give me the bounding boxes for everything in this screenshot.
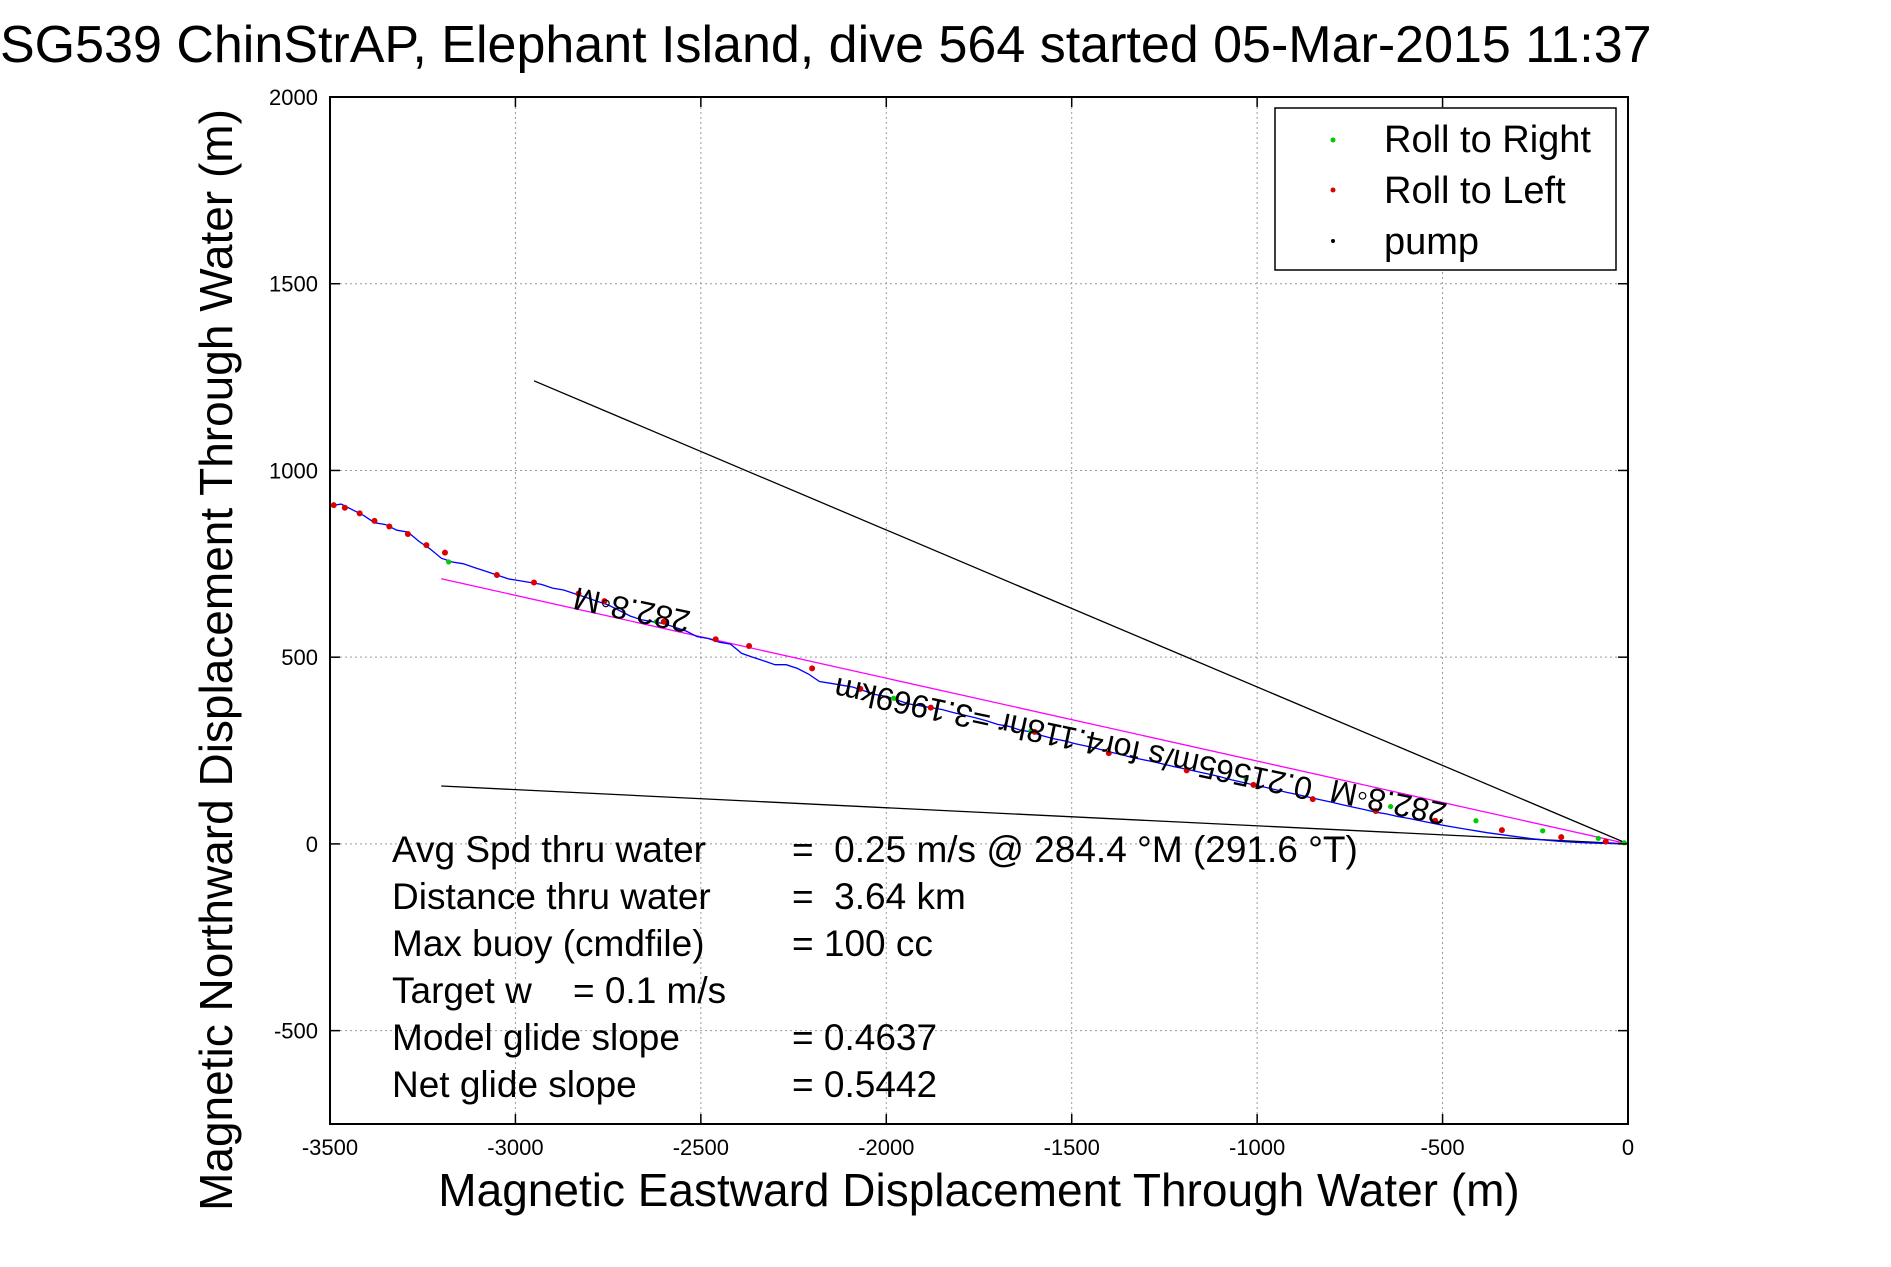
x-tick-label: 0: [1622, 1135, 1634, 1160]
roll-left-point: [809, 665, 816, 672]
roll-left-point: [1031, 728, 1038, 735]
roll-left-point: [1498, 827, 1505, 834]
roll-right-point: [653, 619, 659, 625]
course-annotation: 0.21565m/s for4.118hr =3.1969km: [831, 671, 1316, 808]
roll-left-point: [493, 572, 500, 579]
track-layer: [329, 503, 1628, 845]
x-tick-label: -2500: [673, 1135, 729, 1160]
x-axis-label: Magnetic Eastward Displacement Through W…: [438, 1164, 1519, 1216]
roll-left-point: [660, 618, 667, 625]
stat-row: Model glide slope = 0.4637: [392, 1017, 937, 1058]
stat-value: = 100 cc: [792, 923, 933, 964]
y-tick-label: 2000: [269, 85, 318, 110]
roll-left-point: [423, 542, 430, 549]
y-tick-label: 0: [306, 832, 318, 857]
stat-value: = 0.4637: [792, 1017, 937, 1058]
roll-left-point: [356, 510, 363, 517]
roll-left-point: [1372, 808, 1379, 815]
roll-left-point: [330, 502, 337, 509]
stat-row: Distance thru water = 3.64 km: [392, 876, 966, 917]
roll-left-point: [1105, 750, 1112, 757]
x-tick-label: -2000: [858, 1135, 914, 1160]
stat-value: = 0.5442: [792, 1064, 937, 1105]
stat-label: Avg Spd thru water: [392, 829, 706, 870]
stat-row: Avg Spd thru water = 0.25 m/s @ 284.4 °M…: [392, 829, 1358, 870]
roll-left-point: [404, 530, 411, 537]
glider-track-line: [329, 503, 1628, 845]
legend-item-roll-right: Roll to Right: [1330, 119, 1591, 161]
stat-label: Model glide slope: [392, 1017, 680, 1058]
roll-right-point: [1595, 835, 1601, 841]
legend-marker-green: [1330, 137, 1336, 143]
legend-marker-black: [1331, 239, 1335, 243]
stat-row: Net glide slope = 0.5442: [392, 1064, 937, 1105]
legend-label: Roll to Left: [1384, 170, 1566, 212]
x-tick-label: -3500: [302, 1135, 358, 1160]
roll-left-point: [601, 598, 608, 605]
cone-upper-line: [533, 380, 1629, 845]
stat-row: Target w = 0.1 m/s: [392, 970, 726, 1011]
legend-item-roll-left: Roll to Left: [1330, 170, 1566, 212]
legend-label: pump: [1384, 221, 1479, 263]
roll-right-point: [1243, 775, 1249, 782]
roll-right-point: [891, 695, 897, 701]
roll-left-point: [530, 579, 537, 586]
x-tick-label: -1500: [1044, 1135, 1100, 1160]
stat-label: Net glide slope: [392, 1064, 637, 1105]
x-tick-label: -500: [1421, 1135, 1465, 1160]
roll-right-point: [446, 559, 452, 565]
stat-label: Target w = 0.1 m/s: [392, 970, 726, 1011]
roll-left-point: [441, 549, 448, 556]
course-annotation: 282.8◦M: [570, 580, 693, 640]
axis-ticks: -3500 -3000 -2500 -2000 -1500 -1000 -500 0 -500 0…: [269, 85, 1634, 1160]
roll-left-point: [1309, 796, 1316, 803]
legend-marker-red: [1330, 187, 1336, 193]
roll-left-point: [386, 523, 393, 530]
roll-left-point: [927, 704, 934, 711]
y-tick-label: 1500: [269, 272, 318, 297]
roll-left-point: [1183, 767, 1190, 774]
cone-lower-line: [441, 785, 1629, 845]
x-tick-label: -3000: [487, 1135, 543, 1160]
roll-right-point: [1540, 828, 1546, 834]
reference-lines: [441, 380, 1629, 845]
roll-left-point: [712, 636, 719, 643]
legend-label: Roll to Right: [1384, 119, 1591, 161]
stat-label: Max buoy (cmdfile): [392, 923, 705, 964]
stat-value: = 0.25 m/s @ 284.4 °M (291.6 °T): [792, 829, 1358, 870]
y-tick-label: 1000: [269, 458, 318, 483]
stat-row: Max buoy (cmdfile) = 100 cc: [392, 923, 933, 964]
roll-left-point: [1250, 781, 1257, 788]
roll-left-point: [575, 590, 582, 597]
stat-label: Distance thru water: [392, 876, 711, 917]
course-annotation: 282.8◦M: [1327, 773, 1450, 833]
stat-value: = 3.64 km: [792, 876, 966, 917]
roll-markers: [330, 502, 1627, 846]
roll-left-point: [371, 517, 378, 524]
y-tick-label: -500: [274, 1019, 318, 1044]
roll-right-point: [1473, 818, 1479, 824]
roll-left-point: [746, 642, 753, 649]
roll-left-point: [1558, 834, 1565, 841]
stats-block: Avg Spd thru water = 0.25 m/s @ 284.4 °M…: [392, 829, 1358, 1105]
chart-title: SG539 ChinStrAP, Elephant Island, dive 5…: [0, 16, 1652, 74]
y-axis-label: Magnetic Northward Displacement Through …: [190, 109, 242, 1211]
legend: Roll to Right Roll to Left pump: [1274, 107, 1617, 271]
roll-left-point: [341, 504, 348, 511]
plot-frame: [329, 96, 1629, 1125]
legend-item-pump: pump: [1331, 221, 1479, 263]
y-tick-label: 500: [281, 645, 318, 670]
roll-left-point: [1432, 817, 1439, 824]
roll-left-point: [1602, 838, 1609, 845]
roll-right-point: [1388, 803, 1394, 810]
x-tick-label: -1000: [1229, 1135, 1285, 1160]
roll-left-point: [857, 685, 864, 692]
course-line: [441, 578, 1629, 845]
